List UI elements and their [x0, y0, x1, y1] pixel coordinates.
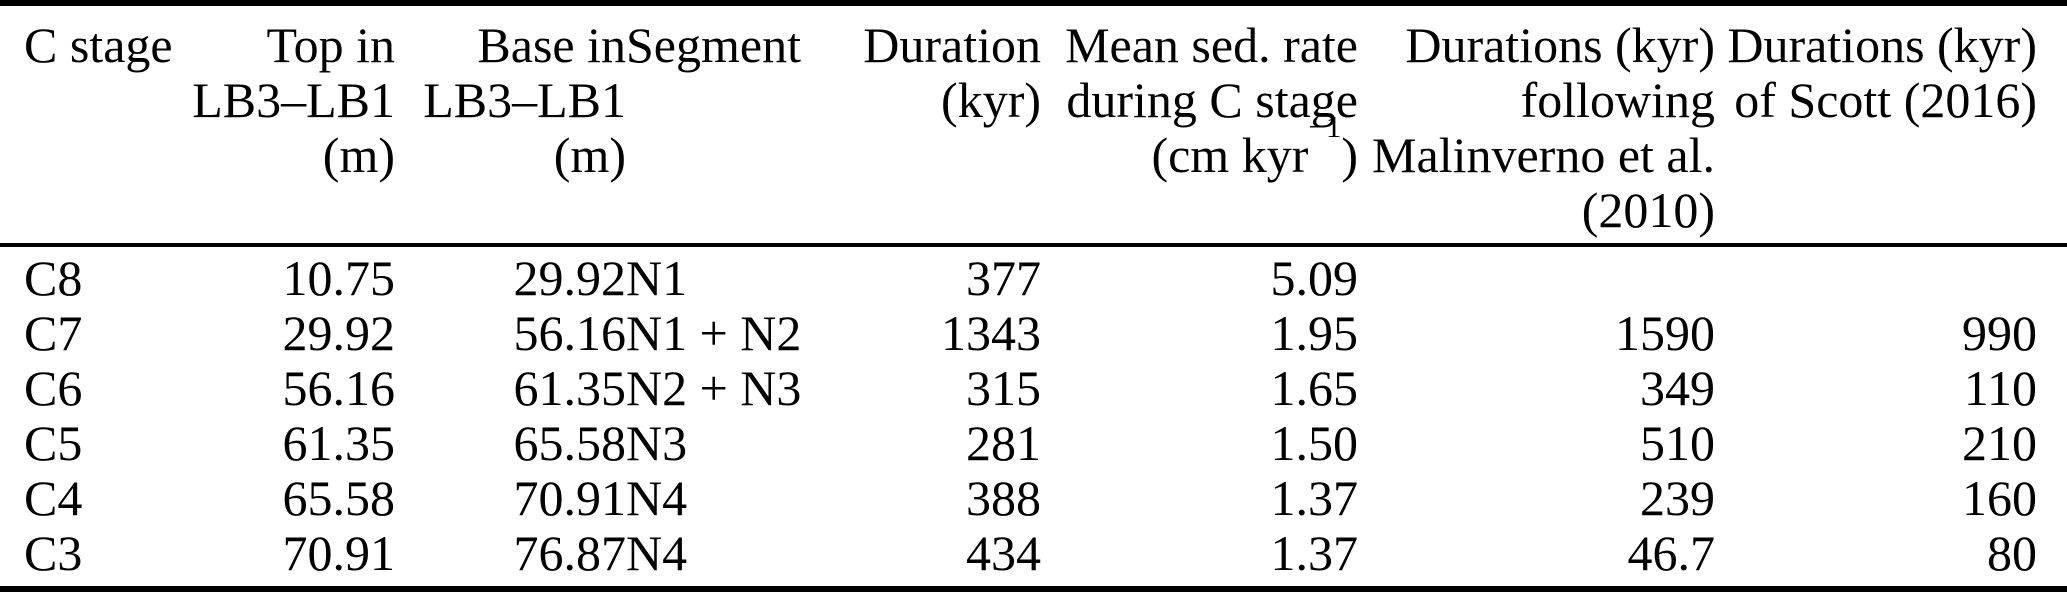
cell-duration-malinverno: 46.7	[1627, 526, 1716, 581]
cell-sed-rate: 1.95	[1270, 306, 1359, 361]
cell-segment: N1 + N2	[626, 306, 802, 361]
cell-base: 65.58	[513, 416, 627, 471]
header-line: Base in	[477, 17, 626, 73]
cell-top: 29.92	[282, 306, 396, 361]
header-line: of Scott (2016)	[1734, 72, 2037, 128]
col-header-c-stage: C stage	[0, 3, 190, 247]
cell-base: 56.16	[513, 306, 627, 361]
col-header-base-in-lb3-lb1: Base in LB3–LB1 (m)	[395, 3, 626, 247]
col-header-durations-scott: Durations (kyr) of Scott (2016)	[1715, 3, 2067, 247]
cell-c-stage: C4	[24, 471, 83, 526]
header-line: (2010)	[1581, 182, 1715, 238]
col-header-top-in-lb3-lb1: Top in LB3–LB1 (m)	[190, 3, 395, 247]
cell-duration: 434	[966, 526, 1041, 581]
cell-sed-rate: 1.65	[1270, 361, 1359, 416]
header-line: Segment	[626, 17, 801, 73]
table-row-c8: C8 10.75 29.92 N1 377 5.09	[0, 245, 2067, 306]
cell-duration: 377	[966, 250, 1041, 306]
cell-top: 61.35	[282, 416, 396, 471]
table-body: C8 10.75 29.92 N1 377 5.09 C7 29.92 56.1…	[0, 245, 2067, 589]
header-line: (kyr)	[941, 72, 1041, 128]
cell-segment: N2 + N3	[626, 361, 802, 416]
header-line: Top in	[266, 17, 395, 73]
cell-base: 29.92	[513, 250, 627, 306]
header-unit-line: (cm kyr−1)	[1041, 111, 1358, 183]
cell-duration-malinverno: 349	[1640, 361, 1715, 416]
table-row-c3: C3 70.91 76.87 N4 434 1.37 46.7 80	[0, 526, 2067, 589]
col-header-segment: Segment	[626, 3, 840, 247]
cell-segment: N3	[626, 416, 688, 471]
header-line: Durations (kyr)	[1405, 17, 1715, 73]
header-line: (m)	[553, 127, 626, 183]
cell-duration: 315	[966, 361, 1041, 416]
cell-sed-rate: 1.37	[1270, 526, 1359, 581]
cell-duration: 388	[966, 471, 1041, 526]
col-header-mean-sed-rate: Mean sed. rate during C stage (cm kyr−1)	[1041, 3, 1358, 247]
unit-exponent: −1	[1308, 109, 1342, 145]
cell-segment: N4	[626, 526, 688, 581]
cell-top: 56.16	[282, 361, 396, 416]
cell-duration: 281	[966, 416, 1041, 471]
header-line: Mean sed. rate	[1065, 17, 1358, 73]
cell-duration: 1343	[941, 306, 1041, 361]
cell-duration-scott: 990	[1962, 306, 2037, 361]
cell-duration-scott: 110	[1963, 361, 2037, 416]
cell-c-stage: C6	[24, 361, 83, 416]
cell-top: 70.91	[282, 526, 396, 581]
header-line: following	[1520, 72, 1715, 128]
cell-base: 70.91	[513, 471, 627, 526]
cell-sed-rate: 1.37	[1270, 471, 1359, 526]
header-line: during C stage	[1066, 72, 1358, 128]
cell-base: 76.87	[513, 526, 627, 581]
header-line: Durations (kyr)	[1727, 17, 2037, 73]
header-line: Malinverno et al.	[1372, 127, 1715, 183]
cell-duration-scott: 160	[1962, 471, 2037, 526]
cell-c-stage: C3	[24, 526, 83, 581]
cell-duration-malinverno	[1358, 245, 1715, 306]
cell-c-stage: C5	[24, 416, 83, 471]
cell-sed-rate: 5.09	[1270, 250, 1359, 306]
cell-duration-scott: 210	[1962, 416, 2037, 471]
header-line: C stage	[24, 17, 173, 73]
header-line: LB3–LB1	[423, 72, 626, 128]
cell-c-stage: C7	[24, 306, 83, 361]
unit-prefix: (cm kyr	[1151, 127, 1309, 183]
header-line: LB3–LB1	[192, 72, 395, 128]
cell-base: 61.35	[513, 361, 627, 416]
unit-suffix: )	[1341, 127, 1358, 183]
table-row-c5: C5 61.35 65.58 N3 281 1.50 510 210	[0, 416, 2067, 471]
cell-duration-malinverno: 510	[1640, 416, 1715, 471]
cell-top: 65.58	[282, 471, 396, 526]
cell-duration-malinverno: 239	[1640, 471, 1715, 526]
table-row-c7: C7 29.92 56.16 N1 + N2 1343 1.95 1590 99…	[0, 306, 2067, 361]
cell-duration-scott: 80	[1987, 526, 2037, 581]
table-header: C stage Top in LB3–LB1 (m) Base in LB3–L…	[0, 3, 2067, 247]
cell-duration-malinverno: 1590	[1615, 306, 1715, 361]
header-line: Duration	[863, 17, 1041, 73]
col-header-durations-malinverno: Durations (kyr) following Malinverno et …	[1358, 3, 1715, 247]
cell-sed-rate: 1.50	[1270, 416, 1359, 471]
cell-segment: N4	[626, 471, 688, 526]
col-header-duration: Duration (kyr)	[840, 3, 1041, 247]
cell-c-stage: C8	[24, 250, 83, 306]
cell-duration-scott	[1715, 245, 2067, 306]
cell-top: 10.75	[282, 250, 396, 306]
table-row-c4: C4 65.58 70.91 N4 388 1.37 239 160	[0, 471, 2067, 526]
header-row: C stage Top in LB3–LB1 (m) Base in LB3–L…	[0, 3, 2067, 247]
header-line: (m)	[322, 127, 395, 183]
table-row-c6: C6 56.16 61.35 N2 + N3 315 1.65 349 110	[0, 361, 2067, 416]
cell-segment: N1	[626, 250, 688, 306]
